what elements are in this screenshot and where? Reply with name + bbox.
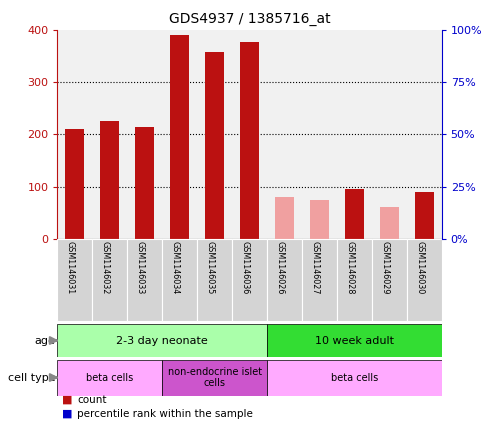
Bar bbox=[267, 30, 302, 239]
Text: percentile rank within the sample: percentile rank within the sample bbox=[77, 409, 253, 419]
Bar bbox=[372, 30, 407, 239]
Bar bbox=[57, 360, 162, 396]
Text: GSM1146027: GSM1146027 bbox=[310, 242, 319, 295]
Bar bbox=[415, 192, 434, 239]
Bar bbox=[267, 360, 442, 396]
Bar bbox=[407, 239, 442, 321]
Title: GDS4937 / 1385716_at: GDS4937 / 1385716_at bbox=[169, 12, 330, 26]
Bar bbox=[407, 30, 442, 239]
Text: count: count bbox=[77, 395, 107, 405]
Bar bbox=[57, 30, 92, 239]
Text: GSM1146034: GSM1146034 bbox=[171, 242, 180, 295]
Bar bbox=[205, 52, 224, 239]
Bar bbox=[57, 324, 267, 357]
Text: beta cells: beta cells bbox=[86, 373, 133, 382]
Text: GSM1146028: GSM1146028 bbox=[345, 242, 354, 295]
Bar bbox=[127, 30, 162, 239]
Text: age: age bbox=[35, 335, 56, 346]
Bar bbox=[240, 42, 259, 239]
Text: 2-3 day neonate: 2-3 day neonate bbox=[116, 335, 208, 346]
Bar bbox=[197, 239, 232, 321]
Bar bbox=[232, 239, 267, 321]
Bar bbox=[197, 30, 232, 239]
Bar bbox=[65, 129, 84, 239]
Bar bbox=[302, 239, 337, 321]
Bar bbox=[232, 30, 267, 239]
Bar bbox=[162, 360, 267, 396]
Text: GSM1146029: GSM1146029 bbox=[380, 242, 389, 295]
Bar bbox=[302, 30, 337, 239]
Text: GSM1146035: GSM1146035 bbox=[206, 242, 215, 295]
Bar bbox=[310, 200, 329, 239]
Bar bbox=[92, 239, 127, 321]
Text: ■: ■ bbox=[62, 409, 73, 419]
Text: GSM1146032: GSM1146032 bbox=[101, 242, 110, 295]
Bar bbox=[57, 239, 92, 321]
Bar bbox=[372, 239, 407, 321]
Text: ■: ■ bbox=[62, 395, 73, 405]
Text: 10 week adult: 10 week adult bbox=[315, 335, 394, 346]
Bar bbox=[162, 30, 197, 239]
Bar bbox=[267, 324, 442, 357]
Text: non-endocrine islet
cells: non-endocrine islet cells bbox=[168, 367, 261, 388]
Bar bbox=[162, 239, 197, 321]
Text: GSM1146026: GSM1146026 bbox=[275, 242, 284, 295]
Bar bbox=[170, 35, 189, 239]
Bar bbox=[135, 127, 154, 239]
Text: beta cells: beta cells bbox=[331, 373, 378, 382]
Bar bbox=[380, 207, 399, 239]
Bar bbox=[92, 30, 127, 239]
Bar bbox=[337, 239, 372, 321]
Bar bbox=[127, 239, 162, 321]
Text: GSM1146036: GSM1146036 bbox=[241, 242, 250, 295]
Bar bbox=[267, 239, 302, 321]
Text: GSM1146031: GSM1146031 bbox=[66, 242, 75, 295]
Text: cell type: cell type bbox=[8, 373, 56, 382]
Bar bbox=[275, 197, 294, 239]
Bar bbox=[100, 121, 119, 239]
Bar bbox=[337, 30, 372, 239]
Text: GSM1146030: GSM1146030 bbox=[415, 242, 424, 295]
Text: GSM1146033: GSM1146033 bbox=[136, 242, 145, 295]
Bar bbox=[345, 189, 364, 239]
